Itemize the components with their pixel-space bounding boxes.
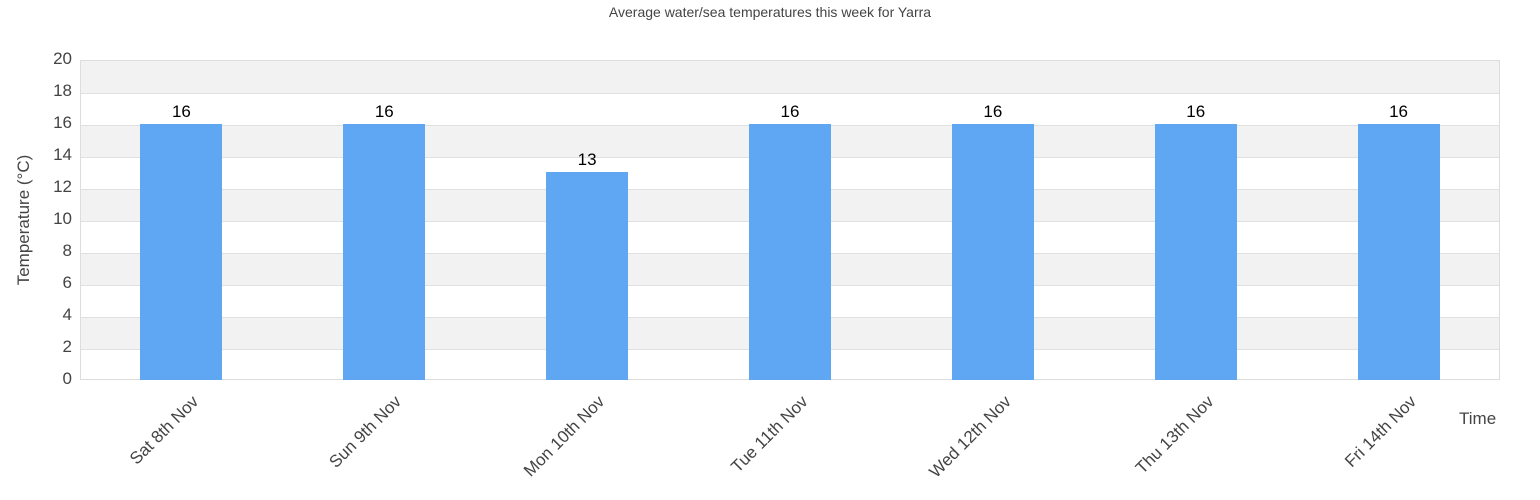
grid-band bbox=[81, 93, 1499, 125]
y-tick-label: 8 bbox=[62, 241, 72, 260]
data-label: 16 bbox=[983, 102, 1003, 121]
y-tick-label: 16 bbox=[53, 113, 72, 132]
bar[interactable] bbox=[343, 124, 426, 380]
x-tick-label: Thu 13th Nov bbox=[1131, 392, 1218, 478]
x-tick-label: Sun 9th Nov bbox=[325, 392, 406, 472]
bar[interactable] bbox=[140, 124, 223, 380]
x-tick-label: Wed 12th Nov bbox=[925, 392, 1015, 482]
bar[interactable] bbox=[951, 124, 1034, 380]
bar[interactable] bbox=[1357, 124, 1440, 380]
data-label: 16 bbox=[171, 102, 191, 121]
x-tick-label: Tue 11th Nov bbox=[727, 392, 812, 477]
bar[interactable] bbox=[749, 124, 831, 380]
data-label: 16 bbox=[374, 102, 394, 121]
y-tick-label: 12 bbox=[53, 177, 72, 196]
y-axis-label: Temperature (°C) bbox=[14, 154, 33, 286]
data-label: 16 bbox=[1389, 102, 1409, 121]
x-tick-label: Sat 8th Nov bbox=[126, 392, 203, 469]
y-tick-label: 10 bbox=[53, 209, 72, 228]
data-label: 16 bbox=[1186, 102, 1206, 121]
grid-band bbox=[81, 61, 1499, 93]
x-tick-label: Fri 14th Nov bbox=[1340, 392, 1420, 471]
bar[interactable] bbox=[546, 172, 629, 380]
y-tick-label: 0 bbox=[62, 369, 72, 388]
y-tick-label: 20 bbox=[53, 49, 72, 68]
data-label: 13 bbox=[577, 150, 597, 169]
y-tick-label: 18 bbox=[53, 81, 72, 100]
x-axis-label: Time bbox=[1459, 409, 1497, 428]
x-tick-label: Mon 10th Nov bbox=[520, 392, 609, 481]
y-tick-label: 2 bbox=[62, 337, 72, 356]
data-label: 16 bbox=[780, 102, 800, 121]
chart-title: Average water/sea temperatures this week… bbox=[608, 4, 932, 20]
y-tick-label: 6 bbox=[62, 273, 72, 292]
y-tick-label: 4 bbox=[62, 305, 72, 324]
bar[interactable] bbox=[1154, 124, 1237, 380]
y-tick-label: 14 bbox=[53, 145, 72, 164]
